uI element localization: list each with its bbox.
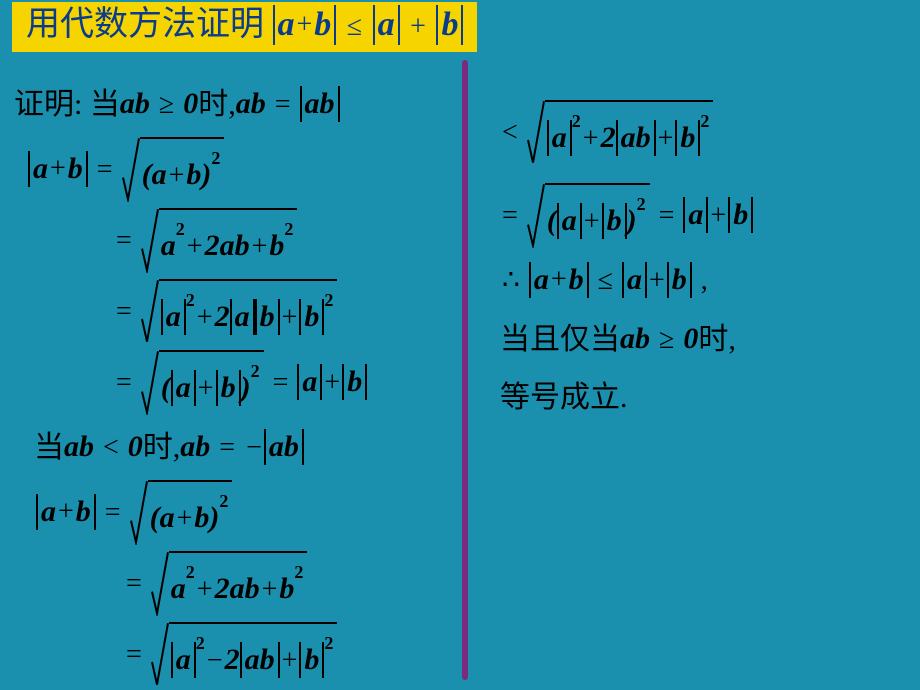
proof-line-r1: < a2+2ab+b2 (500, 100, 900, 165)
proof-line-r3: ∴ a+b ≤ a+b , (500, 254, 900, 307)
cond-ab-ge-0: ab ≥ 0 (120, 78, 198, 131)
title-theorem: a+b ≤ a + b (273, 6, 464, 43)
proof-line-r4: 当且仅当 ab ≥ 0 时, (500, 313, 900, 366)
right-column: < a2+2ab+b2 = (a+b)2 = a+b ∴ a+b ≤ a+b ,… (500, 100, 900, 430)
proof-line-5: = (a+b)2 = a+b (14, 350, 454, 415)
proof-line-7: a+b = (a+b)2 (14, 480, 454, 545)
title-cn: 用代数方法证明 (26, 6, 264, 43)
proof-line-9: = a2−2ab+b2 (14, 622, 454, 687)
proof-line-1: 证明: 当 ab ≥ 0 时, ab = ab (14, 78, 454, 131)
proof-line-8: = a2+2ab+b2 (14, 551, 454, 616)
proof-line-r5: 等号成立. (500, 372, 900, 424)
left-column: 证明: 当 ab ≥ 0 时, ab = ab a+b = (a+b)2 = a… (14, 78, 454, 690)
column-divider (462, 60, 468, 680)
eq-ab-eq-absab: ab = ab (236, 78, 340, 131)
proof-line-r2: = (a+b)2 = a+b (500, 183, 900, 248)
proof-line-2: a+b = (a+b)2 (14, 137, 454, 202)
proof-line-3: = a2+2ab+b2 (14, 208, 454, 273)
title-box: 用代数方法证明 a+b ≤ a + b (12, 2, 477, 52)
proof-line-6: 当 ab < 0 时, ab = −ab (14, 421, 454, 474)
proof-line-4: = a2+2ab+b2 (14, 279, 454, 344)
